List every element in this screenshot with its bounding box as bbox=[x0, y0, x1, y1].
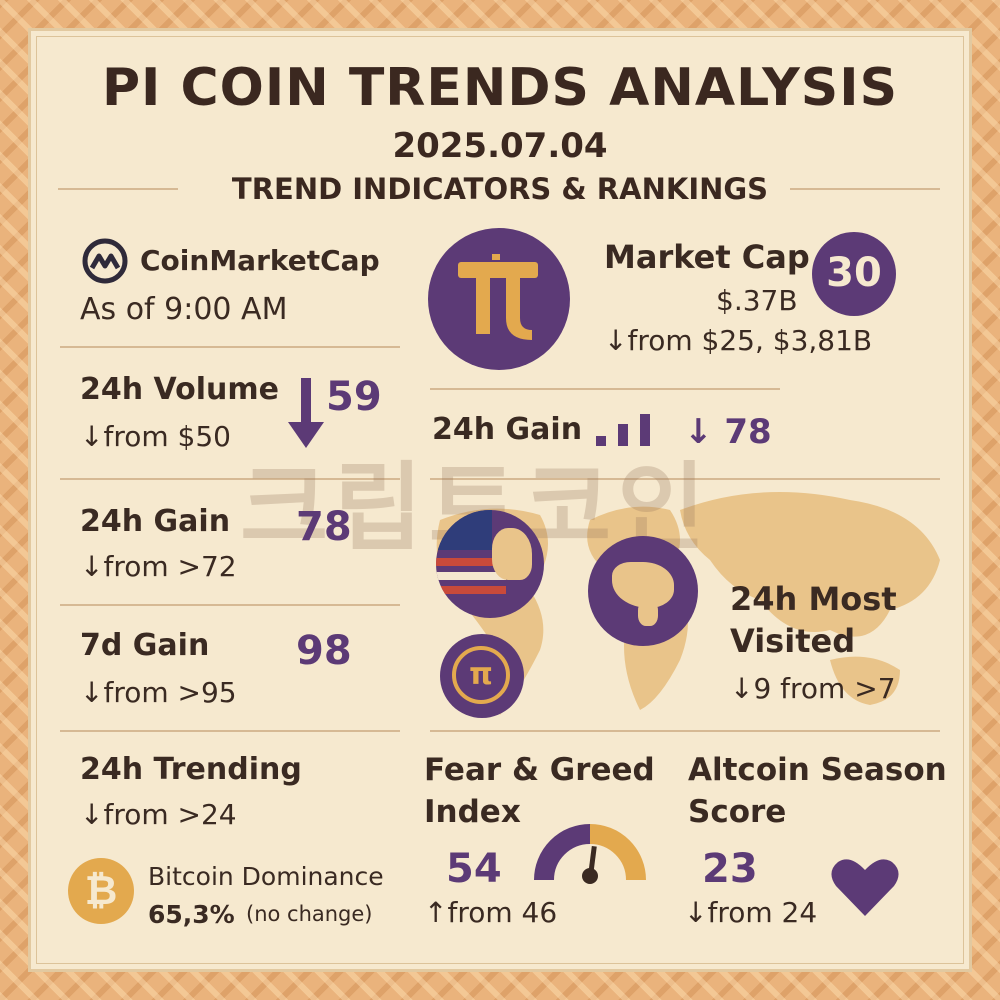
most-visited-label-line1: 24h Most bbox=[730, 580, 897, 618]
pi-coin-logo bbox=[428, 228, 570, 370]
pi-coin-small-icon: π bbox=[452, 646, 510, 704]
altcoin-season-change: ↓from 24 bbox=[684, 896, 818, 929]
trending-24h-change: ↓from >24 bbox=[80, 798, 237, 831]
bitcoin-dominance-value: 65,3% bbox=[148, 900, 235, 929]
volume-24h-rank: 59 bbox=[326, 374, 382, 420]
divider-right-2 bbox=[430, 478, 940, 480]
arrow-down-icon bbox=[288, 378, 324, 448]
most-visited-label-line2: Visited bbox=[730, 622, 856, 660]
gain-7d-change: ↓from >95 bbox=[80, 676, 237, 709]
gain-24h-change: ↓from >72 bbox=[80, 550, 237, 583]
gain-24h-rank: 78 bbox=[296, 504, 352, 550]
report-date: 2025.07.04 bbox=[392, 126, 608, 166]
gain-7d-label: 7d Gain bbox=[80, 628, 210, 663]
gauge-fear-arc bbox=[534, 824, 591, 881]
market-cap-rank-badge bbox=[812, 232, 896, 316]
divider-right-1 bbox=[430, 388, 780, 390]
fear-greed-value: 54 bbox=[446, 846, 502, 892]
gain-24h-top-rank: ↓ 78 bbox=[684, 412, 772, 452]
divider-right-3 bbox=[430, 730, 940, 732]
divider-1 bbox=[60, 346, 400, 348]
source-brand: CoinMarketCap bbox=[140, 244, 380, 277]
altcoin-season-label-line2: Score bbox=[688, 794, 787, 830]
bar-chart-icon bbox=[596, 414, 650, 446]
most-visited-change: ↓9 from >7 bbox=[730, 672, 896, 705]
volume-24h-change: ↓from $50 bbox=[80, 420, 231, 453]
fear-greed-label-line2: Index bbox=[424, 794, 521, 830]
altcoin-season-value: 23 bbox=[702, 846, 758, 892]
subtitle-rule-left bbox=[58, 188, 178, 190]
volume-24h-label: 24h Volume bbox=[80, 372, 279, 407]
page-title: PI COIN TRENDS ANALYSIS bbox=[101, 58, 899, 118]
divider-4 bbox=[60, 730, 400, 732]
bitcoin-dominance-note: (no change) bbox=[246, 902, 373, 926]
market-cap-change: ↓from $25, $3,81B bbox=[604, 324, 873, 357]
subtitle-rule-right bbox=[790, 188, 940, 190]
map-australia bbox=[830, 656, 900, 705]
gauge-greed-arc bbox=[589, 824, 646, 881]
market-cap-label: Market Cap bbox=[604, 238, 810, 276]
fear-greed-gauge bbox=[534, 824, 646, 884]
altcoin-season-label-line1: Altcoin Season bbox=[688, 752, 947, 788]
pi-symbol-icon bbox=[458, 254, 538, 340]
bitcoin-icon: ₿ bbox=[68, 858, 134, 924]
as-of-time: As of 9:00 AM bbox=[80, 292, 288, 327]
fear-greed-change: ↑from 46 bbox=[424, 896, 558, 929]
heart-icon bbox=[831, 859, 899, 916]
north-america-globe-icon bbox=[588, 536, 698, 646]
gain-24h-label: 24h Gain bbox=[80, 504, 231, 539]
map-asia bbox=[680, 492, 940, 637]
divider-2 bbox=[60, 478, 400, 480]
gain-24h-top-label: 24h Gain bbox=[432, 412, 583, 447]
us-flag-globe-icon bbox=[436, 510, 544, 618]
gauge-pivot bbox=[582, 868, 598, 884]
market-cap-value: $.37B bbox=[716, 284, 798, 317]
section-subtitle: TREND INDICATORS & RANKINGS bbox=[231, 172, 769, 206]
fear-greed-label-line1: Fear & Greed bbox=[424, 752, 655, 788]
coinmarketcap-logo-icon bbox=[82, 238, 128, 284]
divider-3 bbox=[60, 604, 400, 606]
bitcoin-dominance-label: Bitcoin Dominance bbox=[148, 862, 384, 891]
market-cap-rank: 30 bbox=[826, 250, 882, 296]
trending-24h-label: 24h Trending bbox=[80, 752, 302, 787]
gain-7d-rank: 98 bbox=[296, 628, 352, 674]
